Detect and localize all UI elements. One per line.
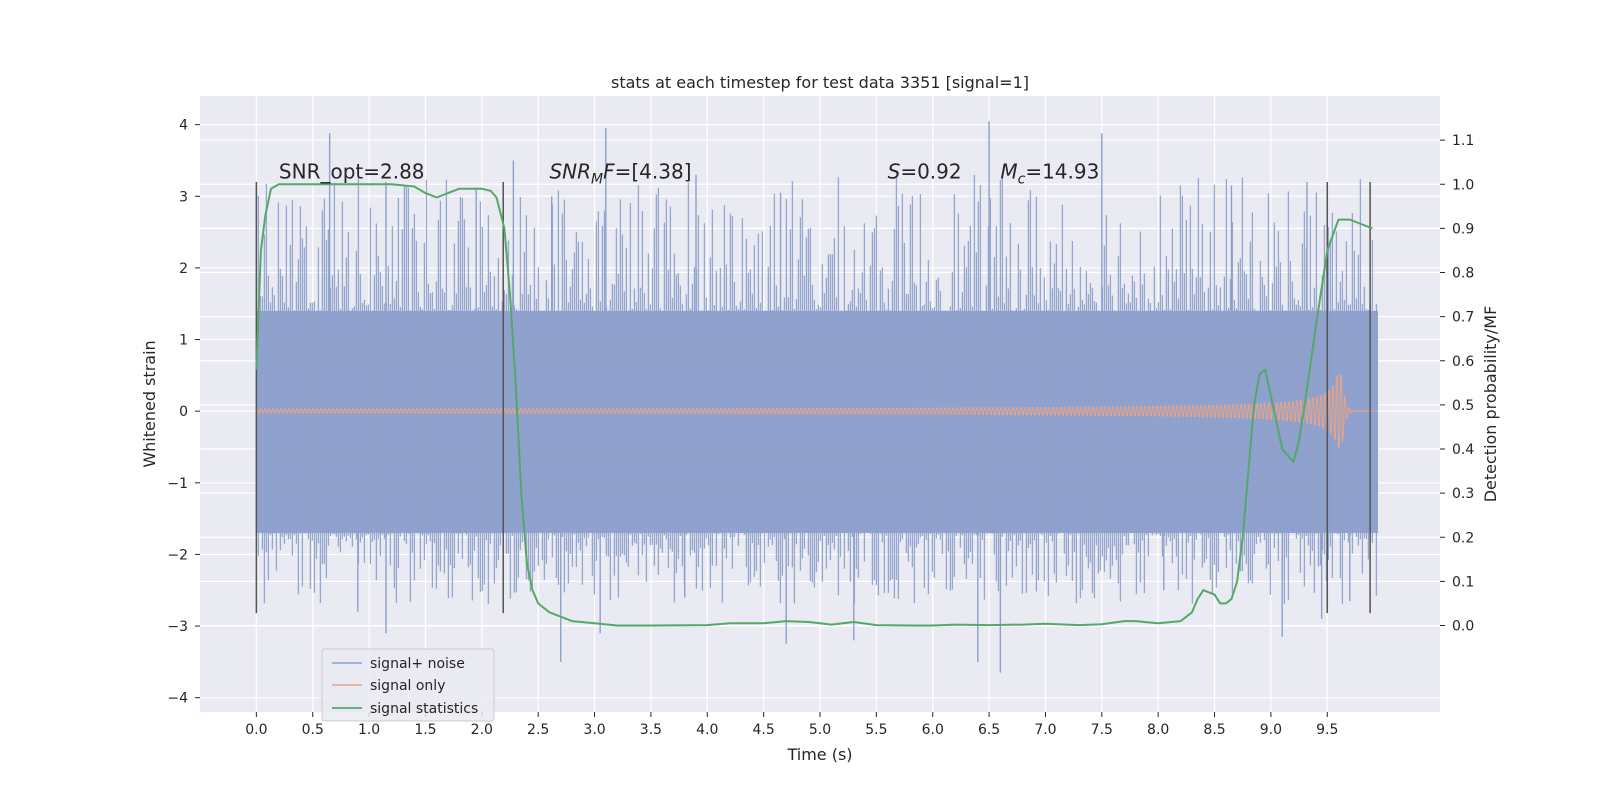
y-tick-label: −4 bbox=[167, 691, 188, 707]
y-right-tick-label: 0.6 bbox=[1452, 354, 1474, 370]
y-tick-label: 1 bbox=[179, 333, 188, 349]
y-axis-label: Whitened strain bbox=[140, 340, 159, 467]
y-tick-label: 2 bbox=[179, 261, 188, 277]
legend-label-signal-statistics: signal statistics bbox=[370, 701, 478, 717]
axes: 0.0 0.5 1.0 1.5 2.0 2.5 3.0 3.5 4.0 4.5 5.0 5.5 6.0 6… bbox=[167, 118, 1474, 738]
x-tick-label: 1.5 bbox=[414, 722, 436, 738]
x-tick-label: 3.0 bbox=[583, 722, 605, 738]
legend-label-signal-plus-noise: signal+ noise bbox=[370, 656, 465, 672]
y-tick-label: 4 bbox=[179, 118, 188, 134]
x-tick-label: 7.5 bbox=[1091, 722, 1113, 738]
y-tick-label: −2 bbox=[167, 547, 188, 563]
series-signal-plus-noise bbox=[255, 121, 1378, 673]
x-axis-label: Time (s) bbox=[786, 745, 852, 764]
x-tick-label: 0.0 bbox=[245, 722, 267, 738]
y-right-tick-label: 0.5 bbox=[1452, 398, 1474, 414]
y-right-tick-label: 0.4 bbox=[1452, 442, 1474, 458]
y-right-tick-label: 0.7 bbox=[1452, 310, 1474, 326]
signal-statistics-line bbox=[255, 183, 1373, 627]
y-right-tick-label: 0.2 bbox=[1452, 530, 1474, 546]
x-tick-label: 5.0 bbox=[809, 722, 831, 738]
chart-title: stats at each timestep for test data 335… bbox=[611, 73, 1029, 92]
plot-area bbox=[255, 121, 1378, 673]
x-tick-label: 8.5 bbox=[1203, 722, 1225, 738]
y-tick-label: 0 bbox=[179, 404, 188, 420]
x-tick-label: 9.0 bbox=[1260, 722, 1282, 738]
series-signal-statistics bbox=[255, 183, 1373, 627]
x-tick-label: 4.0 bbox=[696, 722, 718, 738]
y-axis-right-label: Detection probability/MF bbox=[1481, 306, 1500, 503]
legend-box bbox=[321, 648, 495, 722]
y-right-tick-label: 0.8 bbox=[1452, 266, 1474, 282]
y-right-tick-label: 0.9 bbox=[1452, 221, 1474, 237]
y-right-tick-label: 0.1 bbox=[1452, 574, 1474, 590]
x-tick-label: 0.5 bbox=[302, 722, 324, 738]
legend: signal+ noise signal only signal statist… bbox=[321, 648, 495, 722]
y-tick-label: 3 bbox=[179, 189, 188, 205]
y-right-tick-label: 1.0 bbox=[1452, 177, 1474, 193]
x-tick-label: 5.5 bbox=[865, 722, 887, 738]
x-tick-label: 2.5 bbox=[527, 722, 549, 738]
annotation-0: SNR_opt=2.88 bbox=[279, 159, 425, 183]
y-right-tick-label: 0.3 bbox=[1452, 486, 1474, 502]
y-right-tick-label: 0.0 bbox=[1452, 619, 1474, 635]
x-tick-label: 2.0 bbox=[471, 722, 493, 738]
annotation-2: S=0.92 bbox=[888, 159, 962, 183]
x-tick-label: 3.5 bbox=[640, 722, 662, 738]
x-tick-label: 7.0 bbox=[1034, 722, 1056, 738]
annotation-1: SNRMF=[4.38] bbox=[549, 159, 691, 187]
x-tick-label: 6.5 bbox=[978, 722, 1000, 738]
noise-band bbox=[256, 310, 1378, 533]
series-signal-only bbox=[256, 374, 1378, 448]
annotation-3: Mc=14.93 bbox=[1000, 159, 1099, 187]
x-tick-label: 4.5 bbox=[753, 722, 775, 738]
legend-label-signal-only: signal only bbox=[370, 678, 445, 694]
y-tick-label: −3 bbox=[167, 619, 188, 635]
annotations: SNR_opt=2.88 SNRMF=[4.38] S=0.92 Mc=14.93 bbox=[279, 159, 1099, 187]
y-tick-label: −1 bbox=[167, 476, 188, 492]
x-tick-label: 8.0 bbox=[1147, 722, 1169, 738]
y-right-tick-label: 1.1 bbox=[1452, 133, 1474, 149]
x-tick-label: 6.0 bbox=[922, 722, 944, 738]
x-tick-label: 9.5 bbox=[1316, 722, 1338, 738]
signal-chirp bbox=[256, 374, 1378, 448]
x-tick-label: 1.0 bbox=[358, 722, 380, 738]
